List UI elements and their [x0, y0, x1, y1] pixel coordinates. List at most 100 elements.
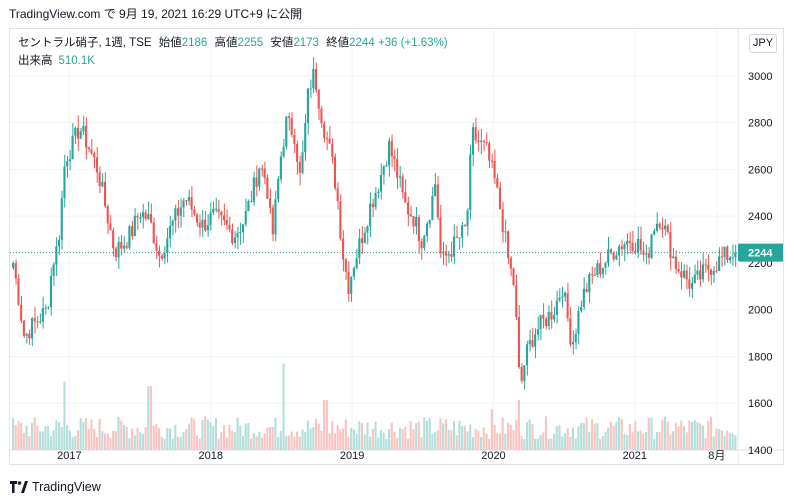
volume-bar [231, 430, 234, 450]
tradingview-brand[interactable]: TradingView [32, 480, 101, 494]
candle-body [688, 279, 691, 289]
candle-body [525, 344, 529, 366]
volume-bar [277, 437, 280, 450]
volume-bar [642, 433, 645, 450]
volume-bar [439, 418, 442, 450]
volume-bar [458, 420, 461, 450]
volume-bar [636, 431, 640, 450]
volume-bar [350, 427, 353, 450]
x-tick-label: 8月 [708, 450, 725, 462]
candle-body [691, 283, 694, 289]
volume-bar [699, 423, 702, 450]
volume-bar [626, 435, 629, 450]
volume-bar [63, 381, 66, 450]
volume-bar [593, 423, 596, 450]
currency-button[interactable]: JPY [749, 34, 777, 53]
candle-body [704, 264, 707, 266]
tradingview-logo-icon[interactable] [10, 481, 28, 493]
volume-bar [444, 419, 447, 450]
candle-body [385, 165, 388, 167]
volume-bar [363, 434, 366, 450]
candle-body [228, 224, 231, 230]
volume-bar [388, 428, 391, 450]
volume-bar [163, 439, 166, 450]
candle-body [309, 88, 312, 90]
symbol-label[interactable]: セントラル硝子, 1週, TSE [18, 37, 152, 49]
candle-body [379, 174, 383, 192]
candle-body [68, 159, 71, 162]
candle-body [488, 143, 491, 161]
candle-body [431, 195, 434, 220]
candle-body [206, 225, 209, 231]
candle-body [12, 263, 15, 268]
chart-frame[interactable]: 1400 1600 1800 2000 2200 2400 2600 2800 3000 2244… [9, 28, 784, 465]
volume-bar [360, 423, 364, 450]
volume-bar [25, 425, 28, 450]
volume-bar [374, 421, 377, 450]
volume-bar [49, 436, 52, 450]
volume-bar [523, 438, 526, 450]
candle-body [693, 274, 696, 284]
volume-bar [76, 430, 80, 450]
candle-body [672, 256, 675, 259]
candle-body [498, 187, 502, 210]
candle-body [563, 292, 566, 297]
volume-bar [377, 437, 380, 450]
candle-body [233, 237, 236, 244]
volume-bar [306, 420, 309, 450]
volume-bar [488, 438, 491, 450]
volume-bar [509, 424, 512, 450]
candle-body [360, 238, 364, 243]
high-label: 高値 [214, 37, 238, 49]
volume-bar [369, 436, 372, 450]
volume-bar [469, 424, 472, 450]
candle-body [260, 168, 263, 170]
volume-bar [682, 426, 686, 450]
candle-body [601, 267, 604, 275]
candle-body [382, 166, 385, 175]
volume-bar [336, 425, 339, 450]
volume-value: 510.1K [58, 55, 95, 67]
volume-bar [158, 427, 161, 450]
candle-body [609, 249, 612, 253]
candle-body [458, 237, 461, 239]
volume-bar [101, 431, 104, 450]
candle-body [366, 226, 369, 233]
candle-body [718, 256, 721, 271]
candle-body [274, 199, 277, 235]
candle-body [352, 268, 355, 277]
volume-bar [550, 438, 553, 450]
candle-body [179, 207, 182, 216]
candle-body [542, 314, 545, 319]
candle-body [312, 69, 315, 89]
candlestick-chart[interactable]: 1400160018002000220024002600280030002244… [10, 29, 784, 465]
candle-body [585, 288, 588, 293]
volume-bar [701, 425, 704, 450]
candle-body [726, 246, 729, 261]
volume-bar [90, 419, 93, 450]
volume-bar [109, 437, 112, 450]
y-tick-label: 2400 [748, 211, 772, 223]
volume-bar [398, 427, 401, 450]
volume-bar [431, 433, 434, 450]
candle-body [220, 211, 223, 216]
candle-body [634, 250, 637, 252]
volume-bar [287, 435, 291, 450]
candle-body [223, 215, 226, 221]
candle-body [580, 307, 583, 311]
candle-body [593, 274, 596, 276]
candle-body [250, 201, 253, 203]
volume-bar [631, 432, 634, 450]
volume-bar [442, 423, 445, 450]
candle-body [358, 238, 361, 258]
candle-body [420, 241, 423, 248]
volume-bar [220, 432, 223, 450]
candle-body [474, 127, 477, 141]
volume-bar [425, 420, 429, 450]
volume-bar [28, 436, 31, 450]
volume-bar [512, 430, 515, 450]
volume-bar [312, 427, 315, 450]
volume-bar [715, 428, 718, 450]
candle-body [517, 317, 520, 367]
volume-bar [290, 431, 293, 450]
